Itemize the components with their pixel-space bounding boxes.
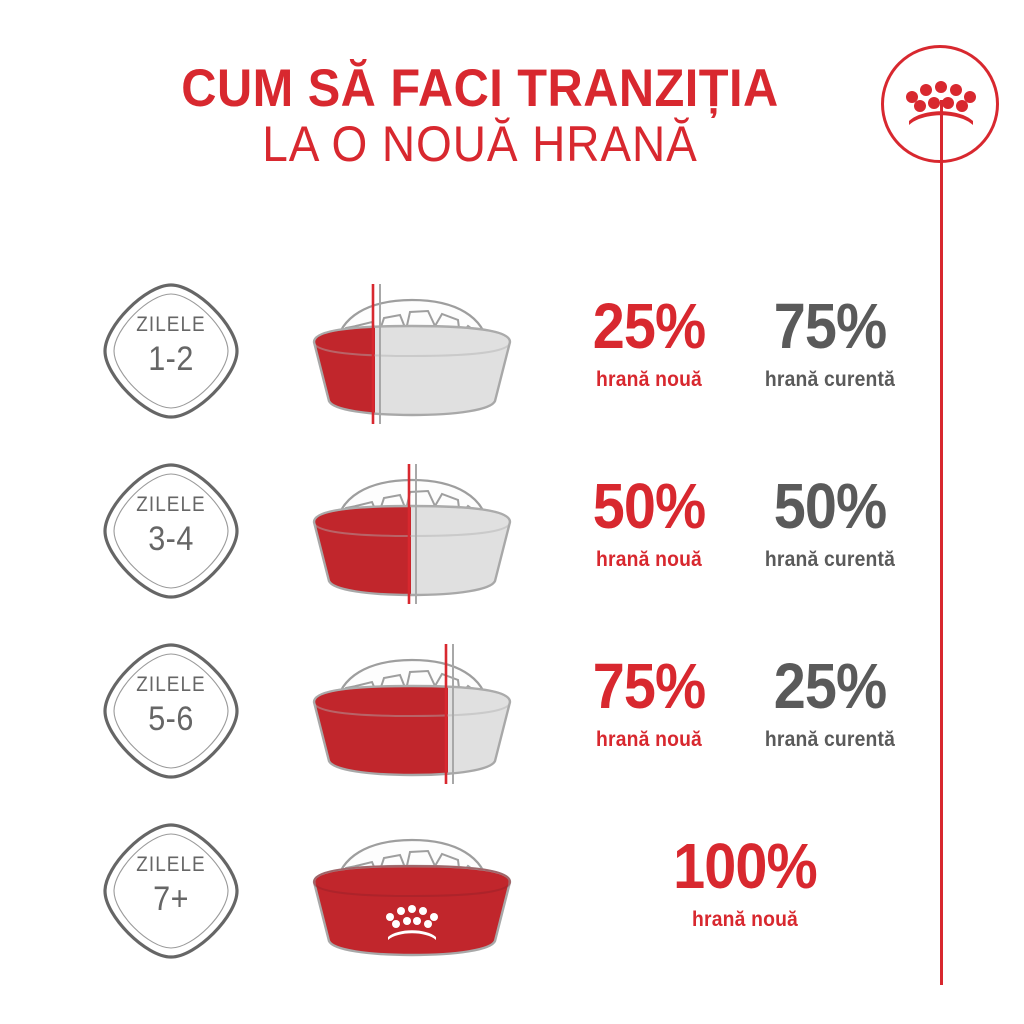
new-food-percentage-block: 75% hrană nouă [560, 654, 738, 750]
current-food-percentage: 50% [773, 470, 887, 542]
transition-step-row: ZILELE 7+ [0, 812, 1024, 992]
current-food-percentage: 75% [773, 290, 887, 362]
new-food-label: hrană nouă [596, 368, 702, 391]
new-food-percentage: 100% [673, 830, 818, 902]
current-food-label: hrană curentă [764, 728, 896, 751]
transition-step-row: ZILELE 1-2 [0, 272, 1024, 452]
dog-bowl-icon [296, 644, 528, 784]
page-header: CUM SĂ FACI TRANZIȚIA LA O NOUĂ HRANĂ [0, 59, 960, 173]
transition-step-row: ZILELE 3-4 [0, 452, 1024, 632]
day-badge: ZILELE 5-6 [100, 640, 242, 782]
new-food-label: hrană nouă [596, 548, 702, 571]
dog-bowl-icon [296, 284, 528, 424]
dog-bowl-icon [296, 464, 528, 604]
dog-bowl-crown-icon [296, 824, 528, 964]
new-food-percentage-block: 25% hrană nouă [560, 294, 738, 390]
new-food-percentage-block: 50% hrană nouă [560, 474, 738, 570]
page-title-line1: CUM SĂ FACI TRANZIȚIA [181, 59, 779, 118]
vertical-accent-line [940, 100, 943, 985]
current-food-percentage: 25% [773, 650, 887, 722]
new-food-label: hrană nouă [596, 728, 702, 751]
new-food-percentage: 75% [592, 650, 706, 722]
royal-canin-crown-icon [386, 905, 438, 928]
new-food-percentage: 50% [592, 470, 706, 542]
day-badge: ZILELE 7+ [100, 820, 242, 962]
page-title-line2: LA O NOUĂ HRANĂ [262, 116, 698, 173]
new-food-percentage: 25% [592, 290, 706, 362]
transition-step-row: ZILELE 5-6 [0, 632, 1024, 812]
new-food-label: hrană nouă [692, 908, 798, 931]
new-food-percentage-block: 100% hrană nouă [560, 834, 930, 930]
transition-steps-list: ZILELE 1-2 [0, 272, 1024, 992]
current-food-percentage-block: 50% hrană curentă [735, 474, 925, 570]
current-food-percentage-block: 75% hrană curentă [735, 294, 925, 390]
royal-canin-crown-icon [906, 81, 976, 125]
current-food-label: hrană curentă [764, 548, 896, 571]
day-badge: ZILELE 1-2 [100, 280, 242, 422]
brand-logo [881, 45, 1005, 169]
current-food-label: hrană curentă [764, 368, 896, 391]
current-food-percentage-block: 25% hrană curentă [735, 654, 925, 750]
day-badge: ZILELE 3-4 [100, 460, 242, 602]
